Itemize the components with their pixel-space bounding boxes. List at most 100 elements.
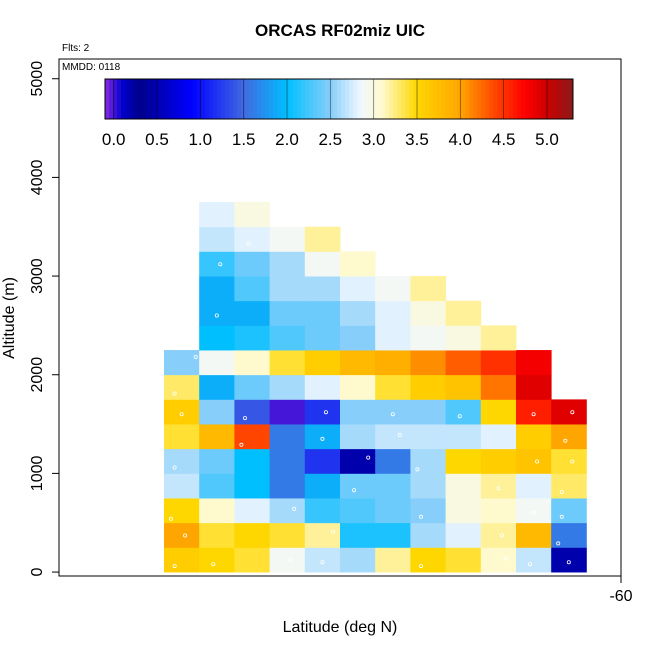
heatmap-cell: [304, 399, 341, 425]
colorbar-segment: [217, 79, 222, 119]
colorbar-segment: [553, 79, 558, 119]
colorbar-segment: [129, 79, 134, 119]
colorbar-segment: [401, 79, 406, 119]
heatmap-cell: [516, 522, 552, 548]
heatmap-cell: [199, 300, 235, 326]
colorbar-segment: [325, 79, 330, 119]
heatmap-cell: [234, 399, 270, 425]
heatmap-cell: [480, 424, 517, 450]
colorbar-segment: [525, 79, 530, 119]
observation-marker: [570, 410, 575, 415]
colorbar-segment: [409, 79, 414, 119]
observation-marker: [183, 533, 188, 538]
colorbar-segment: [329, 79, 334, 119]
observation-marker: [172, 465, 177, 470]
y-axis-label: Altitude (m): [1, 277, 18, 359]
colorbar-segment: [521, 79, 526, 119]
heatmap-cell: [340, 424, 376, 450]
heatmap-cell: [340, 448, 376, 474]
colorbar-segment: [509, 79, 514, 119]
heatmap-cell: [234, 498, 270, 524]
observation-marker: [211, 562, 216, 567]
heatmap-cell: [164, 350, 200, 376]
heatmap-cell: [304, 522, 341, 548]
heatmap-cell: [340, 251, 376, 277]
colorbar-segment: [517, 79, 522, 119]
heatmap-cell: [269, 350, 306, 376]
heatmap-cell: [199, 399, 235, 425]
heatmap-cell: [375, 498, 411, 524]
heatmap-cell: [410, 350, 446, 376]
observation-marker: [179, 412, 184, 417]
heatmap-cell: [304, 424, 341, 450]
colorbar-segment: [137, 79, 142, 119]
colorbar-segment: [349, 79, 354, 119]
heatmap-cell: [304, 251, 341, 277]
observation-marker: [559, 490, 564, 495]
colorbar-segment: [373, 79, 378, 119]
heatmap-cell: [304, 350, 341, 376]
colorbar-segment: [189, 79, 194, 119]
heatmap-cell: [551, 399, 587, 425]
observation-marker: [531, 510, 536, 515]
heatmap-cell: [551, 448, 587, 474]
observation-marker: [496, 486, 501, 491]
observation-marker: [415, 467, 420, 472]
colorbar-tick-label: 4.5: [492, 130, 516, 149]
colorbar-segment: [249, 79, 254, 119]
heatmap-cell: [445, 522, 482, 548]
observation-marker: [330, 529, 335, 534]
colorbar-segment: [233, 79, 238, 119]
colorbar-segment: [321, 79, 326, 119]
heatmap-cell: [480, 522, 517, 548]
heatmap-cell: [445, 374, 482, 400]
colorbar-segment: [485, 79, 490, 119]
colorbar-tick-label: 5.0: [535, 130, 559, 149]
colorbar-segment: [109, 79, 114, 119]
heatmap-cell: [199, 350, 235, 376]
colorbar-segment: [489, 79, 494, 119]
colorbar-segment: [149, 79, 154, 119]
heatmap-cell: [340, 498, 376, 524]
colorbar-segment: [461, 79, 466, 119]
heatmap-cell: [410, 473, 446, 499]
heatmap-cell: [234, 350, 270, 376]
colorbar-segment: [565, 79, 570, 119]
heatmap-cell: [375, 424, 411, 450]
heatmap-cell: [375, 547, 411, 573]
y-tick-label: 5000: [29, 61, 46, 97]
heatmap-cell: [199, 202, 235, 228]
y-tick-label: 3000: [29, 258, 46, 294]
colorbar-segment: [113, 79, 118, 119]
heatmap-cell: [480, 473, 517, 499]
heatmap-cell: [234, 276, 270, 302]
heatmap-cell: [269, 473, 306, 499]
observation-marker: [418, 514, 423, 519]
colorbar-segment: [197, 79, 202, 119]
colorbar-segment: [381, 79, 386, 119]
observation-marker: [288, 558, 293, 563]
colorbar-segment: [457, 79, 462, 119]
flights-annotation: Flts: 2: [62, 43, 90, 54]
heatmap-cell: [551, 498, 587, 524]
observation-marker: [531, 412, 536, 417]
heatmap-cell: [269, 547, 306, 573]
observation-marker: [418, 564, 423, 569]
observation-marker: [239, 442, 244, 447]
colorbar-segment: [313, 79, 318, 119]
colorbar-segment: [105, 79, 110, 119]
observation-marker: [168, 516, 173, 521]
colorbar-segment: [177, 79, 182, 119]
colorbar-segment: [165, 79, 170, 119]
heatmap-cell: [551, 547, 587, 573]
colorbar-segment: [221, 79, 226, 119]
colorbar-segment: [257, 79, 262, 119]
colorbar-segment: [429, 79, 434, 119]
colorbar-segment: [533, 79, 538, 119]
colorbar-segment: [301, 79, 306, 119]
colorbar-segment: [181, 79, 186, 119]
colorbar-segment: [405, 79, 410, 119]
heatmap-cell: [375, 276, 411, 302]
heatmap-cell: [516, 473, 552, 499]
